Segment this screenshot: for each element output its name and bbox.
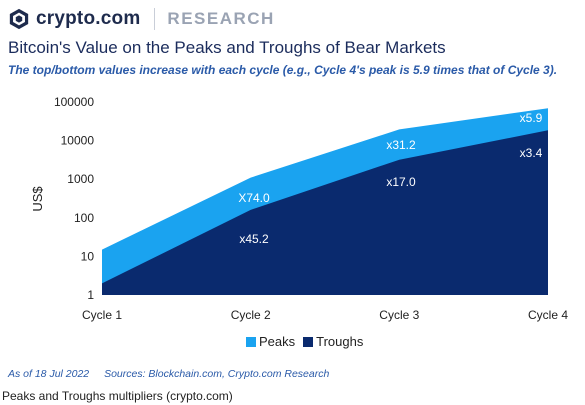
x-tick-label: Cycle 3 <box>379 308 419 322</box>
header: crypto.com RESEARCH <box>8 6 275 32</box>
legend-swatch-troughs <box>303 336 314 347</box>
y-tick-label: 100000 <box>54 95 94 109</box>
y-tick-label: 100 <box>74 211 94 225</box>
brand-name: crypto.com <box>36 8 141 29</box>
legend-label-peaks: Peaks <box>259 334 296 349</box>
multiplier-labels: X74.0 x31.2 x5.9 x45.2 x17.0 x3.4 <box>238 111 542 246</box>
source-note: As of 18 Jul 2022 Sources: Blockchain.co… <box>8 368 329 380</box>
peak-multiplier-label: x31.2 <box>386 138 416 152</box>
x-tick-label: Cycle 4 <box>528 308 568 322</box>
troughs-area <box>102 130 548 295</box>
trough-multiplier-label: x17.0 <box>386 175 416 189</box>
y-axis-label: US$ <box>30 186 45 212</box>
x-tick-labels: Cycle 1 Cycle 2 Cycle 3 Cycle 4 <box>82 308 568 322</box>
legend-item-peaks: Peaks <box>246 334 295 349</box>
chart-subtitle: The top/bottom values increase with each… <box>8 63 558 77</box>
legend-label-troughs: Troughs <box>316 334 364 349</box>
trough-multiplier-label: x45.2 <box>239 232 269 246</box>
trough-multiplier-label: x3.4 <box>520 146 543 160</box>
x-tick-label: Cycle 2 <box>231 308 271 322</box>
chart-title: Bitcoin's Value on the Peaks and Troughs… <box>8 38 446 57</box>
x-tick-label: Cycle 1 <box>82 308 122 322</box>
crypto-com-logo-icon <box>9 8 29 30</box>
peak-multiplier-label: x5.9 <box>520 111 543 125</box>
y-tick-label: 1000 <box>67 172 94 186</box>
caption: Peaks and Troughs multipliers (crypto.co… <box>2 389 233 403</box>
legend-swatch-peaks <box>246 336 256 347</box>
y-tick-label: 10000 <box>61 134 95 148</box>
section-name: RESEARCH <box>167 9 275 28</box>
legend: Peaks Troughs <box>246 334 371 349</box>
y-tick-labels: 100000 10000 1000 100 10 1 <box>54 95 94 302</box>
header-divider <box>154 8 156 30</box>
legend-item-troughs: Troughs <box>303 334 363 349</box>
peak-multiplier-label: X74.0 <box>238 191 270 205</box>
as-of-date: As of 18 Jul 2022 <box>8 368 90 380</box>
y-tick-label: 1 <box>87 288 94 302</box>
sources-text: Sources: Blockchain.com, Crypto.com Rese… <box>104 368 330 380</box>
y-tick-label: 10 <box>81 249 95 263</box>
